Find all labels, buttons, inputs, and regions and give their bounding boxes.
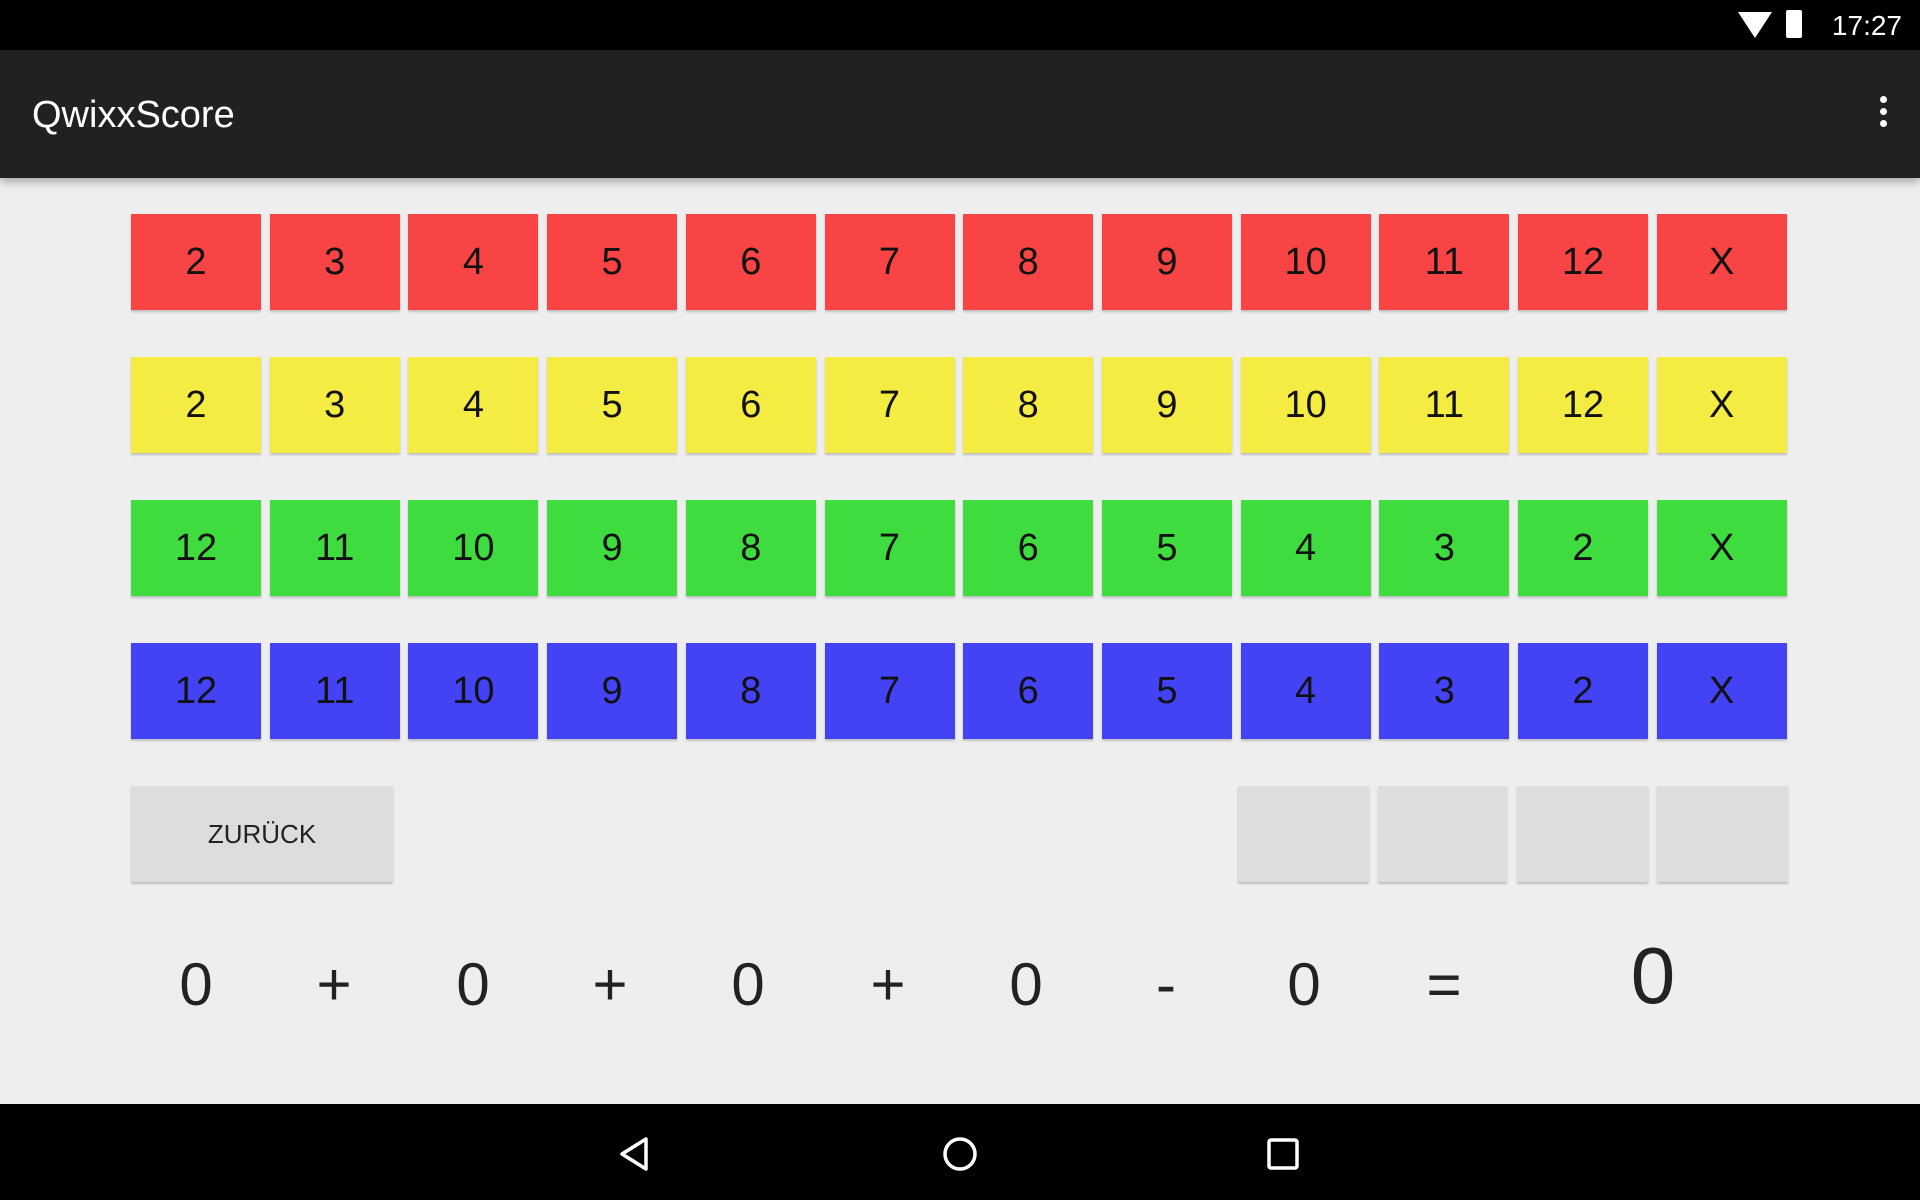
operator: + (316, 951, 352, 1018)
cell-red-7[interactable]: 7 (824, 214, 955, 310)
cell-blue-9[interactable]: 9 (547, 643, 678, 739)
app-title: QwixxScore (32, 94, 235, 136)
row-score: 0 (731, 951, 765, 1018)
cell-blue-8[interactable]: 8 (685, 643, 816, 739)
cell-blue-6[interactable]: 6 (963, 643, 1094, 739)
row-score: 0 (1009, 951, 1043, 1018)
cell-red-6[interactable]: 6 (685, 214, 816, 310)
cell-green-9[interactable]: 9 (547, 500, 678, 596)
cell-yellow-6[interactable]: 6 (685, 357, 816, 453)
cell-red-2[interactable]: 2 (131, 214, 261, 310)
cell-yellow-4[interactable]: 4 (408, 357, 539, 453)
operator: + (870, 951, 906, 1018)
operator: + (592, 951, 628, 1018)
cell-green-6[interactable]: 6 (963, 500, 1094, 596)
operator: - (1156, 951, 1176, 1018)
cell-green-4[interactable]: 4 (1240, 500, 1371, 596)
cell-red-3[interactable]: 3 (269, 214, 400, 310)
penalty-box-3[interactable] (1517, 786, 1648, 882)
cell-yellow-3[interactable]: 3 (269, 357, 400, 453)
penalty-box-4[interactable] (1657, 786, 1788, 882)
cell-green-12[interactable]: 12 (131, 500, 261, 596)
cell-red-11[interactable]: 11 (1379, 214, 1510, 310)
cell-yellow-8[interactable]: 8 (963, 357, 1094, 453)
clock: 17:27 (1831, 10, 1902, 41)
penalty-box-2[interactable] (1378, 786, 1507, 882)
cell-red-lock[interactable]: X (1656, 214, 1787, 310)
back-icon[interactable] (616, 1134, 656, 1174)
back-button[interactable]: ZURÜCK (131, 786, 393, 882)
cell-yellow-11[interactable]: 11 (1379, 357, 1510, 453)
cell-blue-12[interactable]: 12 (131, 643, 261, 739)
cell-green-lock[interactable]: X (1656, 500, 1787, 596)
cell-red-9[interactable]: 9 (1101, 214, 1232, 310)
cell-yellow-2[interactable]: 2 (131, 357, 261, 453)
cell-green-7[interactable]: 7 (824, 500, 955, 596)
cell-blue-11[interactable]: 11 (269, 643, 400, 739)
cell-red-5[interactable]: 5 (547, 214, 678, 310)
operator: = (1426, 951, 1462, 1018)
cell-blue-2[interactable]: 2 (1518, 643, 1648, 739)
cell-green-11[interactable]: 11 (269, 500, 400, 596)
cell-yellow-lock[interactable]: X (1656, 357, 1787, 453)
cell-red-8[interactable]: 8 (963, 214, 1094, 310)
cell-blue-lock[interactable]: X (1656, 643, 1787, 739)
total-score: 0 (1630, 931, 1676, 1020)
cell-blue-5[interactable]: 5 (1101, 643, 1232, 739)
home-icon[interactable] (940, 1134, 980, 1174)
cell-blue-3[interactable]: 3 (1379, 643, 1510, 739)
recents-icon[interactable] (1263, 1134, 1303, 1174)
status-bar: 17:27 (0, 0, 1920, 50)
cell-red-10[interactable]: 10 (1240, 214, 1371, 310)
more-vert-icon[interactable] (1868, 96, 1898, 132)
penalty-box-1[interactable] (1238, 786, 1369, 882)
cell-yellow-7[interactable]: 7 (824, 357, 955, 453)
cell-yellow-5[interactable]: 5 (547, 357, 678, 453)
cell-red-4[interactable]: 4 (408, 214, 539, 310)
cell-green-5[interactable]: 5 (1101, 500, 1232, 596)
cell-green-10[interactable]: 10 (408, 500, 539, 596)
wifi-icon (1738, 12, 1772, 38)
cell-yellow-10[interactable]: 10 (1240, 357, 1371, 453)
cell-yellow-9[interactable]: 9 (1101, 357, 1232, 453)
battery-icon (1786, 10, 1802, 38)
cell-green-3[interactable]: 3 (1379, 500, 1510, 596)
cell-blue-7[interactable]: 7 (824, 643, 955, 739)
row-score: 0 (1287, 951, 1321, 1018)
cell-green-2[interactable]: 2 (1518, 500, 1648, 596)
app-bar: QwixxScore (0, 50, 1920, 178)
cell-blue-4[interactable]: 4 (1240, 643, 1371, 739)
cell-red-12[interactable]: 12 (1518, 214, 1648, 310)
nav-bar (0, 1104, 1920, 1200)
row-score: 0 (456, 951, 490, 1018)
cell-blue-10[interactable]: 10 (408, 643, 539, 739)
cell-green-8[interactable]: 8 (685, 500, 816, 596)
row-score: 0 (179, 951, 213, 1018)
cell-yellow-12[interactable]: 12 (1518, 357, 1648, 453)
